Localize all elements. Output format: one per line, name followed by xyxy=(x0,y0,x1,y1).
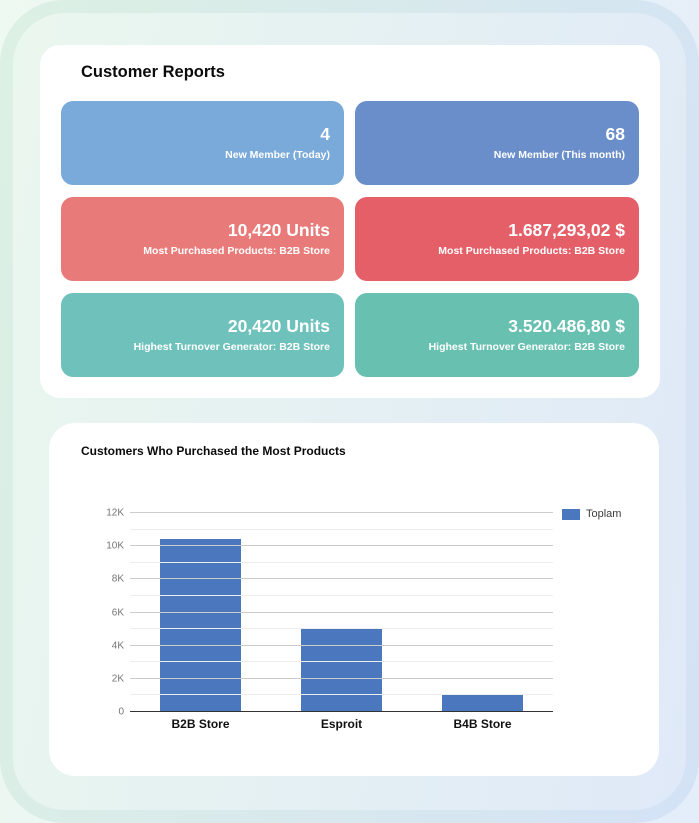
gridline-minor xyxy=(130,561,553,563)
gridline-minor xyxy=(130,594,553,596)
stat-label: Most Purchased Products: B2B Store xyxy=(143,245,330,257)
gridline-minor xyxy=(130,694,553,696)
y-tick-label: 4K xyxy=(111,640,124,652)
stat-value: 20,420 Units xyxy=(227,316,330,336)
bars-container xyxy=(130,513,553,712)
chart-title: Customers Who Purchased the Most Product… xyxy=(81,444,346,458)
gridline-major xyxy=(130,644,553,646)
y-tick-label: 12K xyxy=(106,507,124,519)
bar-chart: 0 2K 4K 6K 8K 10K 12K B2B Store Esproit B4B Stor… xyxy=(49,423,659,776)
x-axis-labels: B2B Store Esproit B4B Store xyxy=(130,717,553,731)
y-tick-label: 8K xyxy=(111,573,124,585)
stat-grid: 4 New Member (Today) 68 New Member (This… xyxy=(61,101,639,377)
gridline-major xyxy=(130,677,553,679)
bar-group xyxy=(271,513,412,712)
gridline-minor xyxy=(130,628,553,630)
stat-card-most-purchased-units: 10,420 Units Most Purchased Products: B2… xyxy=(61,197,344,281)
stat-card-most-purchased-revenue: 1.687,293,02 $ Most Purchased Products: … xyxy=(355,197,639,281)
gridline-major xyxy=(130,611,553,613)
x-axis-label: B2B Store xyxy=(171,717,230,731)
stat-value: 10,420 Units xyxy=(227,220,330,240)
gridline-major xyxy=(130,545,553,547)
stat-value: 3.520.486,80 $ xyxy=(508,316,625,336)
chart-legend: Toplam xyxy=(562,508,621,520)
bar-esproit[interactable] xyxy=(301,629,382,712)
bar-b4b-store[interactable] xyxy=(442,694,523,712)
stat-card-new-member-today: 4 New Member (Today) xyxy=(61,101,344,185)
bar-group xyxy=(130,513,271,712)
stat-label: New Member (Today) xyxy=(225,149,330,161)
bar-group xyxy=(412,513,553,712)
stat-value: 1.687,293,02 $ xyxy=(508,220,625,240)
page-title: Customer Reports xyxy=(81,63,225,81)
bar-b2b-store[interactable] xyxy=(160,539,241,712)
chart-panel: Customers Who Purchased the Most Product… xyxy=(49,423,659,776)
x-axis-label: B4B Store xyxy=(453,717,512,731)
stat-card-highest-turnover-units: 20,420 Units Highest Turnover Generator:… xyxy=(61,293,344,377)
gridline-major xyxy=(130,512,553,513)
y-tick-label: 10K xyxy=(106,540,124,552)
gridline-minor xyxy=(130,661,553,663)
gridline-minor xyxy=(130,528,553,530)
legend-swatch xyxy=(562,508,580,520)
stat-card-highest-turnover-revenue: 3.520.486,80 $ Highest Turnover Generato… xyxy=(355,293,639,377)
stat-card-new-member-month: 68 New Member (This month) xyxy=(355,101,639,185)
customer-reports-panel: Customer Reports 4 New Member (Today) 68… xyxy=(40,45,660,398)
x-axis-line xyxy=(130,711,553,712)
y-tick-label: 2K xyxy=(111,673,124,685)
stat-value: 68 xyxy=(605,124,625,144)
x-axis-label: Esproit xyxy=(320,717,363,731)
y-axis-labels: 0 2K 4K 6K 8K 10K 12K xyxy=(69,508,124,718)
stat-label: Highest Turnover Generator: B2B Store xyxy=(428,341,625,353)
y-tick-label: 6K xyxy=(111,607,124,618)
stat-label: New Member (This month) xyxy=(493,149,625,161)
gridline-major xyxy=(130,578,553,580)
stat-label: Most Purchased Products: B2B Store xyxy=(438,245,625,257)
plot-area xyxy=(130,512,553,712)
legend-label: Toplam xyxy=(586,508,622,520)
y-tick-label: 0 xyxy=(118,706,124,718)
stat-value: 4 xyxy=(320,124,330,144)
stat-label: Highest Turnover Generator: B2B Store xyxy=(133,341,330,353)
